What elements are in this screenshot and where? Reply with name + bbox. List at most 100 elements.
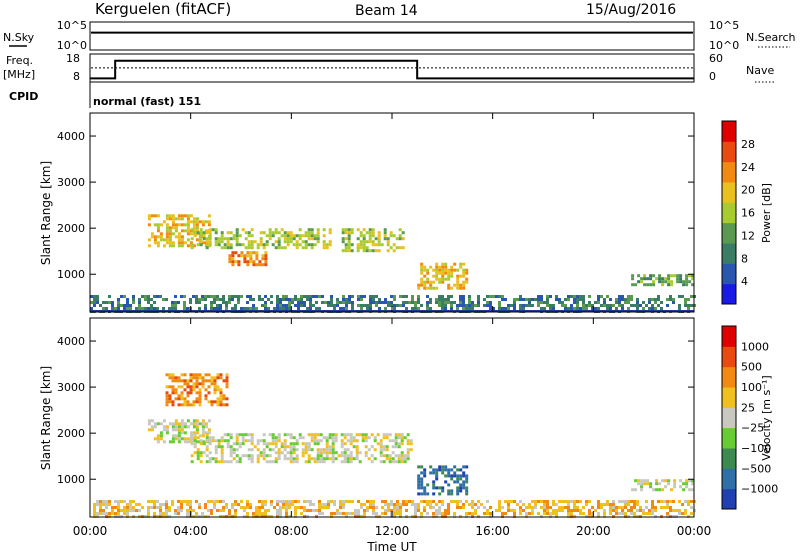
range-cell xyxy=(204,244,208,248)
range-cell xyxy=(401,231,405,235)
freq-label: Freq. xyxy=(6,54,33,67)
range-cell xyxy=(300,298,303,301)
range-cell xyxy=(240,307,243,310)
range-cell xyxy=(288,298,291,301)
range-cell xyxy=(165,394,169,398)
range-cell xyxy=(247,439,251,443)
range-cell xyxy=(222,403,226,407)
range-cell xyxy=(462,304,465,307)
range-cell xyxy=(259,451,263,455)
range-cell xyxy=(385,436,389,440)
range-cell xyxy=(147,307,150,310)
range-cell xyxy=(334,439,338,443)
range-cell xyxy=(558,506,561,509)
range-cell xyxy=(186,512,189,515)
range-cell xyxy=(268,454,272,458)
range-cell xyxy=(220,451,224,455)
range-cell xyxy=(247,454,251,458)
range-cell xyxy=(409,448,413,452)
range-cell xyxy=(241,436,245,440)
range-cell xyxy=(347,240,351,244)
range-cell xyxy=(420,280,424,284)
colorbar-swatch xyxy=(722,468,736,490)
range-cell xyxy=(640,482,644,486)
range-cell xyxy=(316,439,320,443)
range-cell xyxy=(180,295,183,298)
range-cell xyxy=(189,503,192,506)
range-cell xyxy=(444,301,447,304)
range-cell xyxy=(371,228,375,232)
range-cell xyxy=(253,240,257,244)
range-cell xyxy=(325,442,329,446)
range-cell xyxy=(468,295,471,298)
range-cell xyxy=(360,307,363,310)
range-cell xyxy=(331,457,335,461)
range-cell xyxy=(341,228,345,232)
range-cell xyxy=(289,454,293,458)
range-cell xyxy=(180,373,184,377)
range-cell xyxy=(168,385,172,389)
range-cell xyxy=(462,465,466,469)
range-cell xyxy=(669,506,672,509)
range-cell xyxy=(318,512,321,515)
range-cell xyxy=(285,512,288,515)
range-cell xyxy=(274,439,278,443)
range-cell xyxy=(276,512,279,515)
range-cell xyxy=(165,506,168,509)
range-cell xyxy=(640,277,644,281)
range-cell xyxy=(325,454,329,458)
range-cell xyxy=(349,439,353,443)
range-cell xyxy=(192,217,196,221)
range-cell xyxy=(336,298,339,301)
range-cell xyxy=(531,509,534,512)
range-cell xyxy=(362,243,366,247)
range-cell xyxy=(192,431,196,435)
range-cell xyxy=(453,301,456,304)
range-cell xyxy=(528,304,531,307)
range-cell xyxy=(243,260,247,264)
range-cell xyxy=(401,237,405,241)
station-title: Kerguelen (fitACF) xyxy=(95,0,231,18)
range-cell xyxy=(631,488,635,492)
range-cell xyxy=(255,307,258,310)
range-cell xyxy=(183,425,187,429)
range-cell xyxy=(223,237,227,241)
range-cell xyxy=(129,500,132,503)
range-cell xyxy=(606,503,609,506)
range-cell xyxy=(219,391,223,395)
range-cell xyxy=(279,506,282,509)
range-cell xyxy=(363,295,366,298)
range-cell xyxy=(292,237,296,241)
range-cell xyxy=(258,509,261,512)
range-cell xyxy=(250,439,254,443)
range-cell xyxy=(165,235,169,239)
range-cell xyxy=(325,448,329,452)
range-cell xyxy=(660,307,663,310)
range-cell xyxy=(267,298,270,301)
range-cell xyxy=(498,506,501,509)
range-cell xyxy=(394,433,398,437)
range-cell xyxy=(642,509,645,512)
range-cell xyxy=(240,251,244,255)
range-cell xyxy=(495,509,498,512)
range-cell xyxy=(276,298,279,301)
range-cell xyxy=(204,307,207,310)
range-cell xyxy=(355,451,359,455)
range-cell xyxy=(631,277,635,281)
range-cell xyxy=(309,304,312,307)
range-cell xyxy=(177,385,181,389)
range-cell xyxy=(93,506,96,509)
range-cell xyxy=(165,232,169,236)
range-cell xyxy=(309,509,312,512)
range-cell xyxy=(289,240,293,244)
range-cell xyxy=(392,249,396,253)
colorbar-tick-label: −100 xyxy=(741,442,771,455)
range-cell xyxy=(186,509,189,512)
range-cell xyxy=(609,506,612,509)
range-cell xyxy=(420,477,424,481)
range-cell xyxy=(691,283,695,287)
range-cell xyxy=(291,503,294,506)
range-cell xyxy=(477,506,480,509)
range-cell xyxy=(147,214,151,218)
